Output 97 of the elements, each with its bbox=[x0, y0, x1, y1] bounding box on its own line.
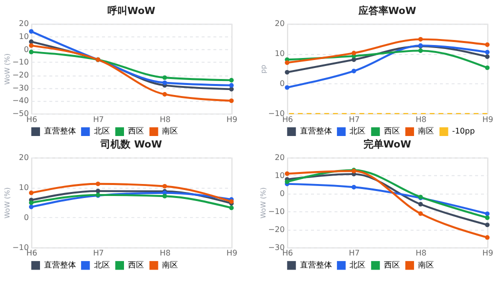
y-tick-label: −50 bbox=[12, 109, 29, 118]
legend-label: 直营整体 bbox=[44, 126, 76, 136]
legend-label: 直营整体 bbox=[300, 126, 332, 136]
point bbox=[162, 194, 168, 198]
legend-label: 西区 bbox=[128, 126, 144, 136]
x-tick-label: H7 bbox=[348, 114, 360, 124]
legend-label: 西区 bbox=[128, 260, 144, 270]
point bbox=[485, 50, 490, 54]
y-tick-label: 10 bbox=[18, 32, 29, 41]
point bbox=[485, 235, 490, 240]
x-tick-label: H9 bbox=[226, 248, 238, 258]
point bbox=[485, 54, 490, 59]
y-tick-label: 10 bbox=[18, 182, 29, 192]
point bbox=[162, 80, 168, 86]
chart-title: 呼叫WoW bbox=[107, 4, 156, 17]
chart-title: 应答率WoW bbox=[357, 4, 416, 17]
legend-label: 北区 bbox=[94, 126, 110, 136]
y-tick-label: −10 bbox=[12, 58, 29, 67]
x-tick-label: H6 bbox=[26, 248, 38, 258]
point bbox=[28, 200, 34, 206]
legend-label: 西区 bbox=[384, 126, 400, 136]
x-tick-label: H8 bbox=[416, 114, 427, 124]
y-tick-label: 20 bbox=[274, 19, 285, 28]
y-tick-label: 20 bbox=[18, 152, 29, 162]
y-tick-label: −30 bbox=[268, 242, 285, 252]
y-tick-label: 0 bbox=[24, 44, 29, 54]
point bbox=[352, 68, 356, 74]
y-tick-label: −30 bbox=[12, 83, 29, 92]
point bbox=[485, 42, 490, 47]
y-tick-label: 20 bbox=[18, 19, 29, 28]
point bbox=[284, 171, 290, 176]
legend-label: 直营整体 bbox=[300, 260, 332, 270]
x-tick-label: H7 bbox=[93, 114, 104, 124]
point bbox=[284, 85, 290, 90]
legend-label: 西区 bbox=[384, 260, 400, 270]
x-tick-label: H7 bbox=[93, 248, 104, 258]
y-tick-label: 10 bbox=[274, 49, 285, 58]
point bbox=[162, 184, 168, 189]
x-tick-label: H6 bbox=[282, 114, 294, 124]
y-tick-label: 0 bbox=[24, 212, 29, 222]
point bbox=[284, 179, 290, 184]
legend-label: 北区 bbox=[350, 126, 366, 136]
y-tick-label: 20 bbox=[274, 152, 285, 162]
point bbox=[418, 211, 423, 216]
y-tick-label: −40 bbox=[12, 96, 29, 106]
point bbox=[485, 211, 490, 216]
point bbox=[229, 78, 234, 82]
legend-label: 南区 bbox=[162, 260, 178, 270]
legend-label: 北区 bbox=[350, 260, 366, 270]
legend-label: 南区 bbox=[162, 126, 178, 136]
point bbox=[28, 43, 34, 48]
x-tick-label: H8 bbox=[160, 248, 171, 258]
y-tick-label: 10 bbox=[274, 170, 285, 180]
point bbox=[485, 65, 490, 70]
point bbox=[229, 206, 234, 210]
y-tick-label: −10 bbox=[12, 242, 29, 252]
x-tick-label: H9 bbox=[226, 114, 238, 124]
point bbox=[418, 202, 423, 207]
x-tick-label: H9 bbox=[482, 248, 494, 258]
x-tick-label: H9 bbox=[482, 114, 494, 124]
point bbox=[28, 29, 34, 34]
y-tick-label: −10 bbox=[268, 206, 285, 216]
point bbox=[229, 98, 234, 104]
point bbox=[162, 92, 168, 97]
point bbox=[284, 70, 290, 75]
legend-label: 南区 bbox=[418, 260, 434, 270]
legend-label: 南区 bbox=[418, 126, 434, 136]
point bbox=[485, 222, 490, 228]
point bbox=[162, 75, 168, 80]
y-tick-label: −10 bbox=[268, 109, 285, 118]
point bbox=[229, 83, 234, 88]
point bbox=[96, 188, 100, 194]
chart-title: 司机数 WoW bbox=[100, 138, 162, 151]
point bbox=[352, 184, 356, 190]
point bbox=[284, 60, 290, 65]
x-tick-label: H6 bbox=[282, 248, 294, 258]
point bbox=[28, 50, 34, 54]
x-tick-label: H8 bbox=[416, 248, 427, 258]
chart-title: 完单WoW bbox=[363, 138, 412, 151]
y-tick-label: 0 bbox=[280, 188, 285, 198]
point bbox=[28, 190, 34, 196]
legend-label: -10pp bbox=[452, 126, 475, 136]
y-tick-label: 0 bbox=[280, 79, 285, 88]
point bbox=[418, 37, 423, 42]
point bbox=[352, 50, 356, 56]
point bbox=[418, 48, 423, 53]
y-tick-label: −20 bbox=[268, 224, 285, 234]
point bbox=[96, 182, 100, 186]
x-tick-label: H8 bbox=[160, 114, 171, 124]
point bbox=[28, 204, 34, 210]
x-tick-label: H7 bbox=[348, 248, 360, 258]
point bbox=[28, 39, 34, 44]
y-tick-label: −20 bbox=[12, 70, 29, 80]
legend-label: 北区 bbox=[94, 260, 110, 270]
point bbox=[485, 215, 490, 220]
legend-label: 直营整体 bbox=[44, 260, 76, 270]
x-tick-label: H6 bbox=[26, 114, 38, 124]
